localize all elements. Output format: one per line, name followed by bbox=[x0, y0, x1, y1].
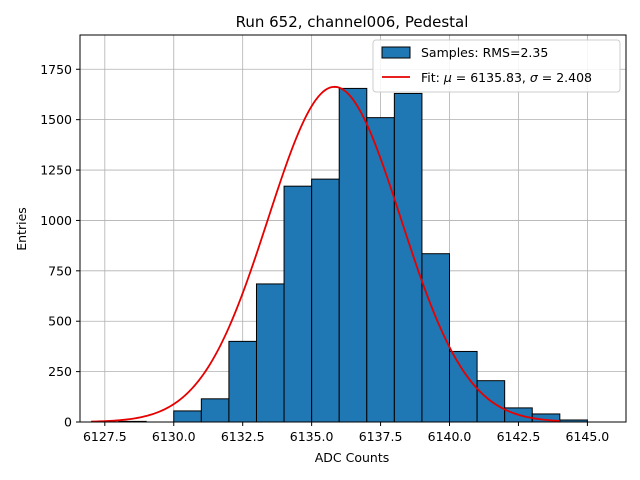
y-tick-label: 1750 bbox=[40, 62, 72, 77]
histogram-bar bbox=[393, 92, 423, 423]
x-tick-label: 6127.5 bbox=[83, 429, 127, 444]
x-tick-label: 6140.0 bbox=[428, 429, 472, 444]
histogram-bar bbox=[255, 283, 285, 423]
legend-fit-sigma-symbol: σ bbox=[530, 70, 539, 85]
y-axis-label: Entries bbox=[14, 207, 29, 251]
y-tick-label: 500 bbox=[48, 314, 72, 329]
chart-title: Run 652, channel006, Pedestal bbox=[236, 13, 469, 31]
histogram-bar bbox=[338, 87, 368, 423]
y-axis-ticks: 0 250 500 750 1000 1250 1500 1750 bbox=[40, 62, 80, 430]
y-tick-label: 1000 bbox=[40, 213, 72, 228]
legend-box bbox=[372, 39, 621, 93]
histogram-bar bbox=[228, 340, 257, 423]
x-tick-label: 6142.5 bbox=[497, 429, 541, 444]
y-tick-label: 1250 bbox=[40, 163, 72, 178]
legend-samples-label: Samples: RMS=2.35 bbox=[421, 45, 548, 60]
x-tick-label: 6132.5 bbox=[221, 429, 265, 444]
legend-fit-prefix: Fit: bbox=[421, 70, 444, 85]
x-tick-label: 6145.0 bbox=[566, 429, 610, 444]
x-tick-label: 6130.0 bbox=[152, 429, 196, 444]
histogram-bar bbox=[283, 185, 313, 423]
y-tick-label: 0 bbox=[64, 415, 72, 430]
legend-samples-swatch bbox=[381, 46, 411, 59]
y-tick-label: 1500 bbox=[40, 112, 72, 127]
fit-curve bbox=[91, 85, 560, 423]
legend-fit-label: Fit: μ = 6135.83, σ = 2.408 bbox=[421, 70, 592, 85]
x-tick-label: 6137.5 bbox=[359, 429, 403, 444]
histogram-bar bbox=[366, 117, 395, 423]
legend-fit-mu-symbol: μ bbox=[443, 70, 452, 85]
histogram-bar bbox=[476, 380, 506, 423]
plot-frame bbox=[79, 34, 627, 423]
legend-fit-mid: = 6135.83, bbox=[452, 70, 530, 85]
legend-fit-suffix: = 2.408 bbox=[538, 70, 592, 85]
legend: Samples: RMS=2.35 Fit: μ = 6135.83, σ = … bbox=[372, 39, 621, 93]
fit-curve-layer bbox=[91, 85, 560, 423]
histogram-bars bbox=[118, 87, 588, 423]
histogram-bar bbox=[200, 398, 230, 423]
histogram-bar bbox=[173, 410, 202, 423]
y-tick-label: 750 bbox=[48, 263, 72, 278]
x-axis-ticks: 6127.5 6130.0 6132.5 6135.0 6137.5 6140.0 6142… bbox=[83, 422, 609, 444]
histogram-bar bbox=[449, 350, 478, 423]
x-axis-label: ADC Counts bbox=[315, 450, 390, 465]
y-tick-label: 250 bbox=[48, 364, 72, 379]
histogram-bar bbox=[311, 178, 340, 423]
x-tick-label: 6135.0 bbox=[290, 429, 334, 444]
